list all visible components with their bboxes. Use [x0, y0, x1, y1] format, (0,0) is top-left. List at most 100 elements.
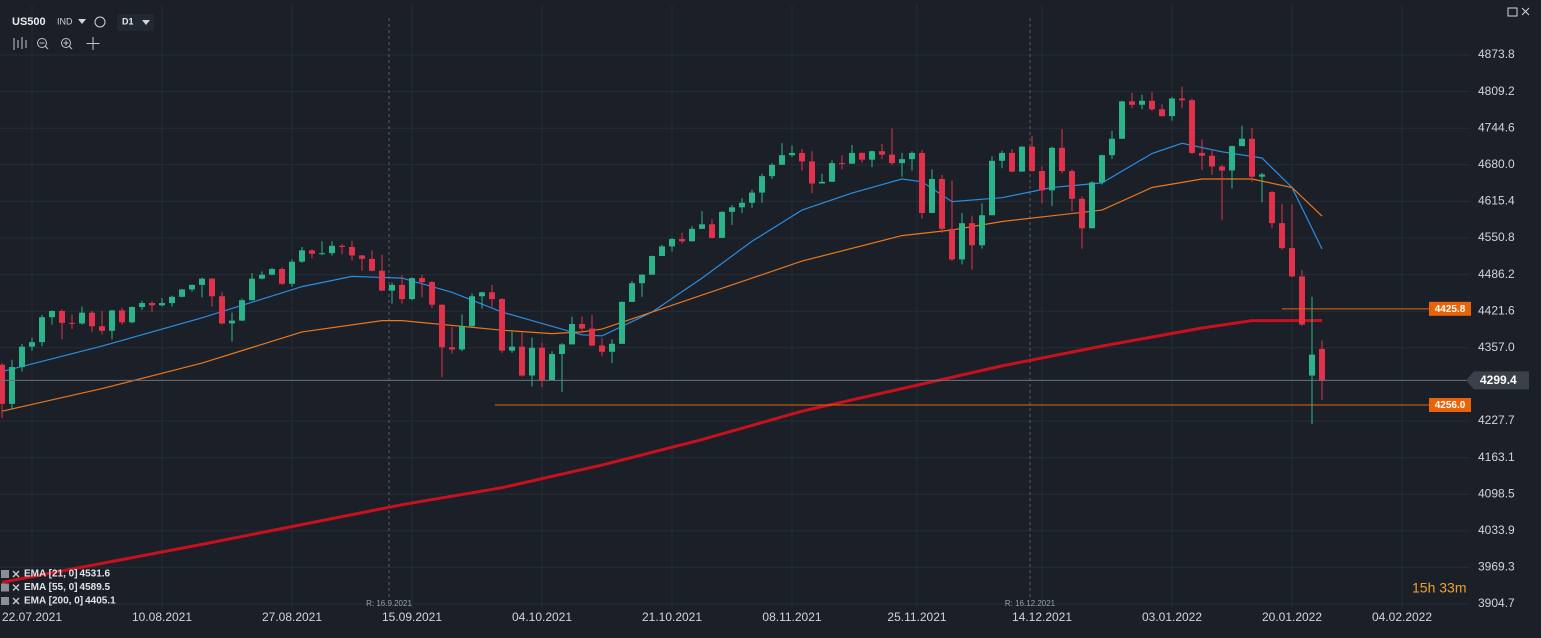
zoom-in[interactable] [61, 38, 71, 48]
candle-body [689, 228, 695, 242]
candle-body [1099, 155, 1105, 183]
candle-body [519, 346, 525, 376]
candle-body [69, 322, 75, 324]
candle-body [819, 181, 825, 184]
legend-value: 4405.1 [85, 596, 116, 607]
candle-body [339, 245, 345, 247]
close[interactable] [1521, 7, 1530, 16]
candle-body [1239, 138, 1245, 147]
info-icon[interactable] [94, 16, 106, 28]
candle-body [429, 282, 435, 305]
candle-body [539, 347, 545, 381]
candle-body [529, 347, 535, 376]
candle-body [969, 223, 975, 246]
candle-body [1279, 223, 1285, 249]
candle-body [799, 152, 805, 162]
x-tick-label: 08.11.2021 [762, 610, 821, 624]
candle-body [809, 161, 815, 184]
zoom-in-icon [63, 40, 73, 50]
candle-body [919, 152, 925, 213]
candle-body [599, 345, 605, 352]
interval-dropdown[interactable] [142, 20, 150, 25]
zoom-out-icon [39, 42, 49, 50]
level-badge [1429, 398, 1471, 413]
candle-body [1079, 198, 1085, 229]
zoom-out[interactable] [37, 38, 47, 48]
candle-body [169, 296, 175, 304]
maximize[interactable] [1507, 7, 1518, 17]
x-tick-label: 04.10.2021 [512, 610, 572, 624]
candle-body [159, 303, 165, 306]
candle-body [279, 269, 285, 284]
candle-body [579, 324, 585, 329]
candle-body [1069, 171, 1075, 199]
candle-body [1319, 348, 1325, 381]
candle-body [1039, 171, 1045, 191]
level-label: 4256.0 [1435, 400, 1466, 411]
candle-body [59, 310, 65, 323]
candle-body [289, 261, 295, 284]
market[interactable]: IND [57, 16, 73, 26]
candle-body [589, 328, 595, 346]
candle-body [419, 278, 425, 283]
candle-body [769, 164, 775, 177]
candle-body [1249, 138, 1255, 177]
candle-body [1159, 109, 1165, 117]
interval-box[interactable] [117, 14, 154, 31]
candle-body [639, 274, 645, 284]
candle-body [129, 307, 135, 323]
pan-tool[interactable] [86, 37, 100, 50]
candle-body [789, 152, 795, 156]
candle-body [839, 163, 845, 165]
legend-value: 4589.5 [80, 582, 111, 593]
candle-body [369, 258, 375, 271]
candle-body [229, 320, 235, 324]
candle-body [829, 163, 835, 182]
candle-body [629, 283, 635, 302]
candle-body [649, 256, 655, 275]
candle-body [409, 278, 415, 300]
candle-body [219, 296, 225, 324]
interval[interactable]: D1 [122, 16, 134, 26]
candle-body [469, 296, 475, 327]
candle-body [189, 284, 195, 290]
y-tick-label: 4550.8 [1478, 230, 1515, 244]
legend-remove[interactable] [12, 597, 20, 605]
legend-remove[interactable] [12, 583, 20, 592]
x-tick-label: 21.10.2021 [642, 610, 702, 624]
candle-body [609, 343, 615, 352]
legend-remove[interactable] [12, 570, 20, 578]
y-tick-label: 3904.7 [1478, 596, 1515, 610]
candle-body [359, 255, 365, 259]
y-tick-label: 4033.9 [1478, 523, 1515, 537]
symbol[interactable]: US500 [12, 16, 46, 28]
candle-body [269, 269, 275, 275]
candle-body [989, 160, 995, 216]
candle-body [849, 152, 855, 164]
x-tick-label: 04.02.2022 [1372, 610, 1432, 624]
y-tick-label: 4680.0 [1478, 157, 1515, 171]
overlay: 4425.8 4256.0 4299.4 15h 33m [0, 301, 1529, 596]
y-tick-label: 4098.5 [1478, 486, 1515, 500]
candle-body [119, 310, 125, 323]
candle-body [1309, 354, 1315, 376]
candle-body [139, 303, 145, 308]
legend-name: EMA [55, 0] [24, 582, 78, 593]
indicators [1, 142, 1323, 584]
candle-body [889, 154, 895, 164]
candle-body [879, 151, 885, 155]
tools [13, 37, 100, 50]
indicators-tool[interactable] [13, 37, 27, 50]
price-badge [1466, 371, 1529, 390]
x-tick-label: 14.12.2021 [1012, 610, 1072, 624]
candle-body [439, 304, 445, 348]
candle-body [1119, 101, 1125, 139]
legend-name: EMA [200, 0] [24, 596, 83, 607]
x-tick-label: 25.11.2021 [887, 610, 946, 624]
y-tick-label: 4809.2 [1478, 84, 1515, 98]
y-tick-label: 4615.4 [1478, 194, 1515, 208]
market-dropdown[interactable] [78, 19, 86, 24]
candle-body [1189, 100, 1195, 153]
